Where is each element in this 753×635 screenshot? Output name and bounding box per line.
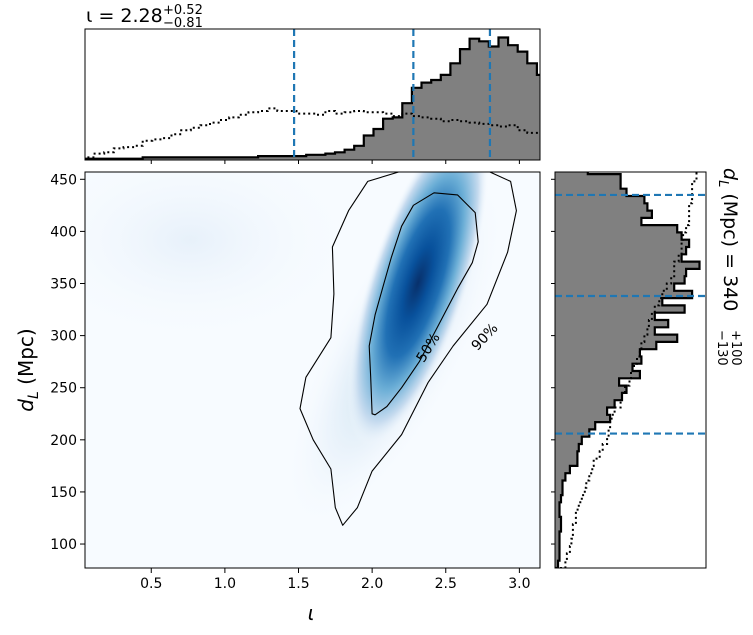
- y-tick-label: 350: [50, 277, 77, 293]
- main-panel-frame: [84, 171, 541, 569]
- top-posterior-line: [85, 36, 540, 160]
- top-prior-line: [85, 107, 540, 160]
- svg-text:dL (Mpc) = 340: dL (Mpc) = 340: [715, 168, 741, 311]
- y-tick-label: 450: [50, 172, 77, 188]
- x-tick-label: 1.5: [287, 576, 309, 592]
- right-posterior-fill: [555, 172, 700, 568]
- right-title: dL (Mpc) = 340 +100 −130: [714, 168, 743, 366]
- top-histogram: [85, 29, 540, 160]
- right-prior-line: [555, 172, 698, 568]
- y-tick-label: 150: [50, 485, 77, 501]
- svg-text:−130: −130: [714, 330, 729, 366]
- y-tick-label: 300: [50, 329, 77, 345]
- x-tick-label: 1.0: [214, 576, 236, 592]
- top-title-sub: −0.81: [163, 16, 203, 31]
- y-axis-label: dL (Mpc): [14, 328, 42, 411]
- top-posterior-fill: [85, 37, 540, 160]
- y-tick-label: 250: [50, 381, 77, 397]
- right-histogram: [555, 172, 706, 568]
- density-heatmap: [85, 172, 540, 568]
- x-axis-label: ι: [308, 601, 315, 625]
- x-tick-label: 0.5: [140, 576, 162, 592]
- y-tick-label: 100: [50, 537, 77, 553]
- svg-text:+100: +100: [728, 330, 743, 366]
- y-tick-label: 200: [50, 433, 77, 449]
- x-tick-label: 2.5: [435, 576, 457, 592]
- top-title: ι = 2.28: [86, 5, 163, 27]
- top-panel-frame: [84, 28, 541, 161]
- x-tick-label: 3.0: [508, 576, 530, 592]
- y-tick-label: 400: [50, 224, 77, 240]
- contour-50: [368, 192, 479, 416]
- right-panel-frame: [554, 171, 707, 569]
- contour-90: [299, 172, 517, 526]
- svg-text:dL (Mpc): dL (Mpc): [14, 328, 42, 411]
- top-title-sup: +0.52: [163, 3, 203, 18]
- x-tick-label: 2.0: [361, 576, 383, 592]
